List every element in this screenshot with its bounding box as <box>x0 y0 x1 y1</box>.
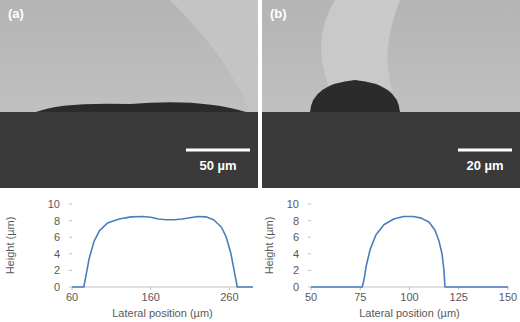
x-tick-label: 100 <box>400 291 418 303</box>
x-tick-label: 60 <box>66 291 78 303</box>
profile-line <box>72 216 253 287</box>
profile-line <box>311 216 508 287</box>
x-tick-label: 75 <box>354 291 366 303</box>
y-tick-label: 2 <box>54 264 60 276</box>
substrate <box>0 112 258 188</box>
chart: 0 2 4 6 8 10 50 75 100 125 150 Lateral position (µm… <box>263 198 517 319</box>
y-tick <box>69 204 72 205</box>
plot-area <box>72 216 253 287</box>
y-tick <box>308 220 311 221</box>
panel-label: (b) <box>270 6 287 21</box>
y-axis-title: Height (µm) <box>263 217 275 275</box>
plot-area <box>311 216 508 287</box>
y-tick <box>308 204 311 205</box>
fiber <box>321 0 400 90</box>
y-tick-label: 8 <box>293 215 299 227</box>
image-background <box>262 0 520 188</box>
x-tick-label: 150 <box>499 291 517 303</box>
scale-bar <box>458 149 512 152</box>
scale-bar-label: 20 µm <box>466 158 503 173</box>
y-tick-label: 0 <box>54 281 60 293</box>
x-tick-label: 125 <box>450 291 468 303</box>
droplet <box>310 80 400 112</box>
x-tick-label: 260 <box>220 291 238 303</box>
y-tick-label: 2 <box>293 264 299 276</box>
y-tick-label: 4 <box>293 248 299 260</box>
y-tick-label: 10 <box>48 198 60 210</box>
image-background <box>0 0 258 188</box>
y-tick-label: 6 <box>54 231 60 243</box>
substrate <box>262 112 520 188</box>
chart: 0 2 4 6 8 10 60 160 260 Lateral position (µm) Heig… <box>4 198 253 319</box>
x-axis-title: Lateral position (µm) <box>359 307 460 319</box>
y-tick-label: 6 <box>293 231 299 243</box>
y-tick <box>69 237 72 238</box>
fiber <box>170 0 258 112</box>
scale-bar-label: 50 µm <box>199 158 236 173</box>
x-axis <box>72 287 253 288</box>
x-tick-label: 50 <box>305 291 317 303</box>
y-tick <box>69 270 72 271</box>
droplet <box>36 102 246 112</box>
y-tick-label: 10 <box>287 198 299 210</box>
y-tick-label: 8 <box>54 215 60 227</box>
x-axis-title: Lateral position (µm) <box>112 307 213 319</box>
sem-image: (b) 20 µm <box>262 0 520 188</box>
y-tick <box>308 237 311 238</box>
y-tick <box>308 270 311 271</box>
y-tick <box>308 253 311 254</box>
sem-image: (a) 50 µm <box>0 0 258 188</box>
x-tick-label: 160 <box>142 291 160 303</box>
y-tick <box>69 220 72 221</box>
y-tick <box>69 253 72 254</box>
y-tick-label: 4 <box>54 248 60 260</box>
panel-label: (a) <box>8 6 24 21</box>
y-tick-label: 0 <box>293 281 299 293</box>
figure: (a)50 µm(b)20 µm024681060160260Lateral p… <box>0 0 520 322</box>
scale-bar <box>186 149 250 152</box>
y-axis-title: Height (µm) <box>4 217 16 275</box>
